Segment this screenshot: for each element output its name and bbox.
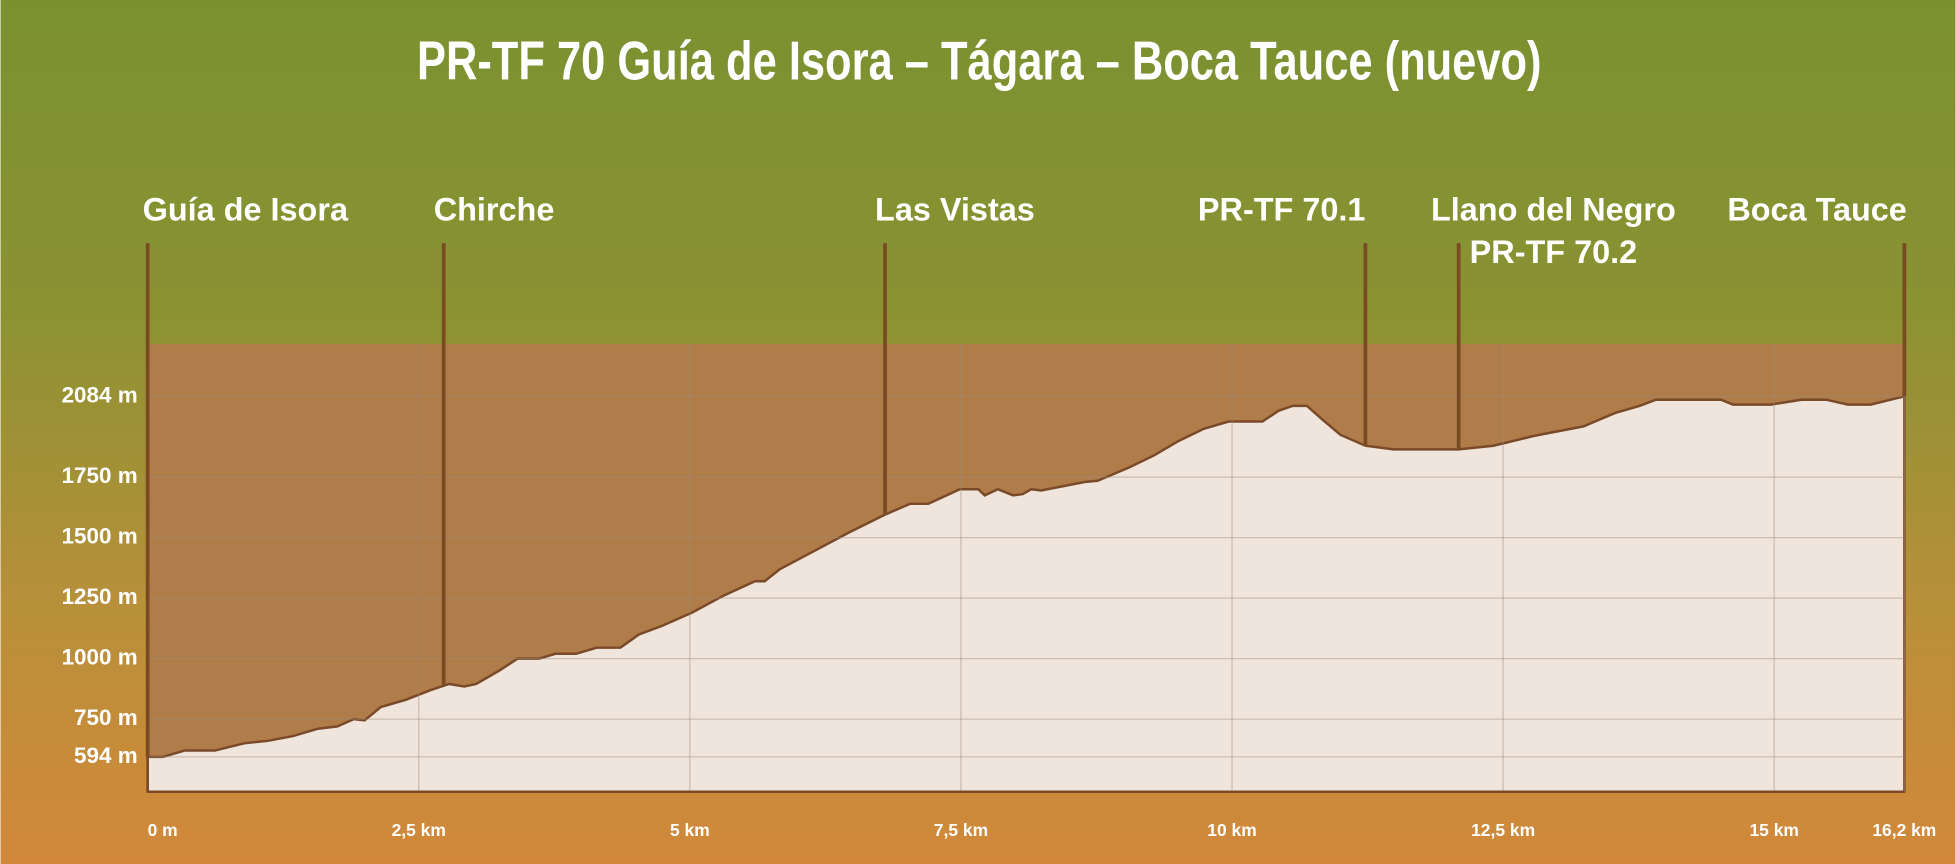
y-tick-label: 594 m [74,743,138,768]
waypoint-label: PR-TF 70.1 [1198,192,1365,228]
x-tick-label: 7,5 km [934,820,988,840]
x-tick-label: 15 km [1749,820,1798,840]
elevation-area [146,394,1906,793]
y-tick-label: 1000 m [62,645,138,670]
waypoint-label: Las Vistas [875,192,1035,228]
x-tick-label: 2,5 km [392,820,446,840]
y-tick-label: 1250 m [62,584,138,609]
y-tick-label: 1750 m [62,463,138,488]
waypoint-label: PR-TF 70.2 [1470,234,1637,270]
x-tick-label: 5 km [670,820,710,840]
waypoint-label: Boca Tauce [1727,192,1907,228]
x-tick-label: 16,2 km [1872,820,1936,840]
x-tick-label: 0 m [148,820,178,840]
waypoint-label: Llano del Negro [1431,192,1676,228]
y-tick-label: 2084 m [62,382,138,407]
y-tick-label: 750 m [74,705,138,730]
waypoint-label: Chirche [434,192,555,228]
chart-title: PR-TF 70 Guía de Isora – Tágara – Boca T… [417,29,1542,91]
x-tick-label: 10 km [1207,820,1256,840]
x-tick-label: 12,5 km [1471,820,1535,840]
waypoint-label: Guía de Isora [143,192,349,228]
y-tick-label: 1500 m [62,524,138,549]
